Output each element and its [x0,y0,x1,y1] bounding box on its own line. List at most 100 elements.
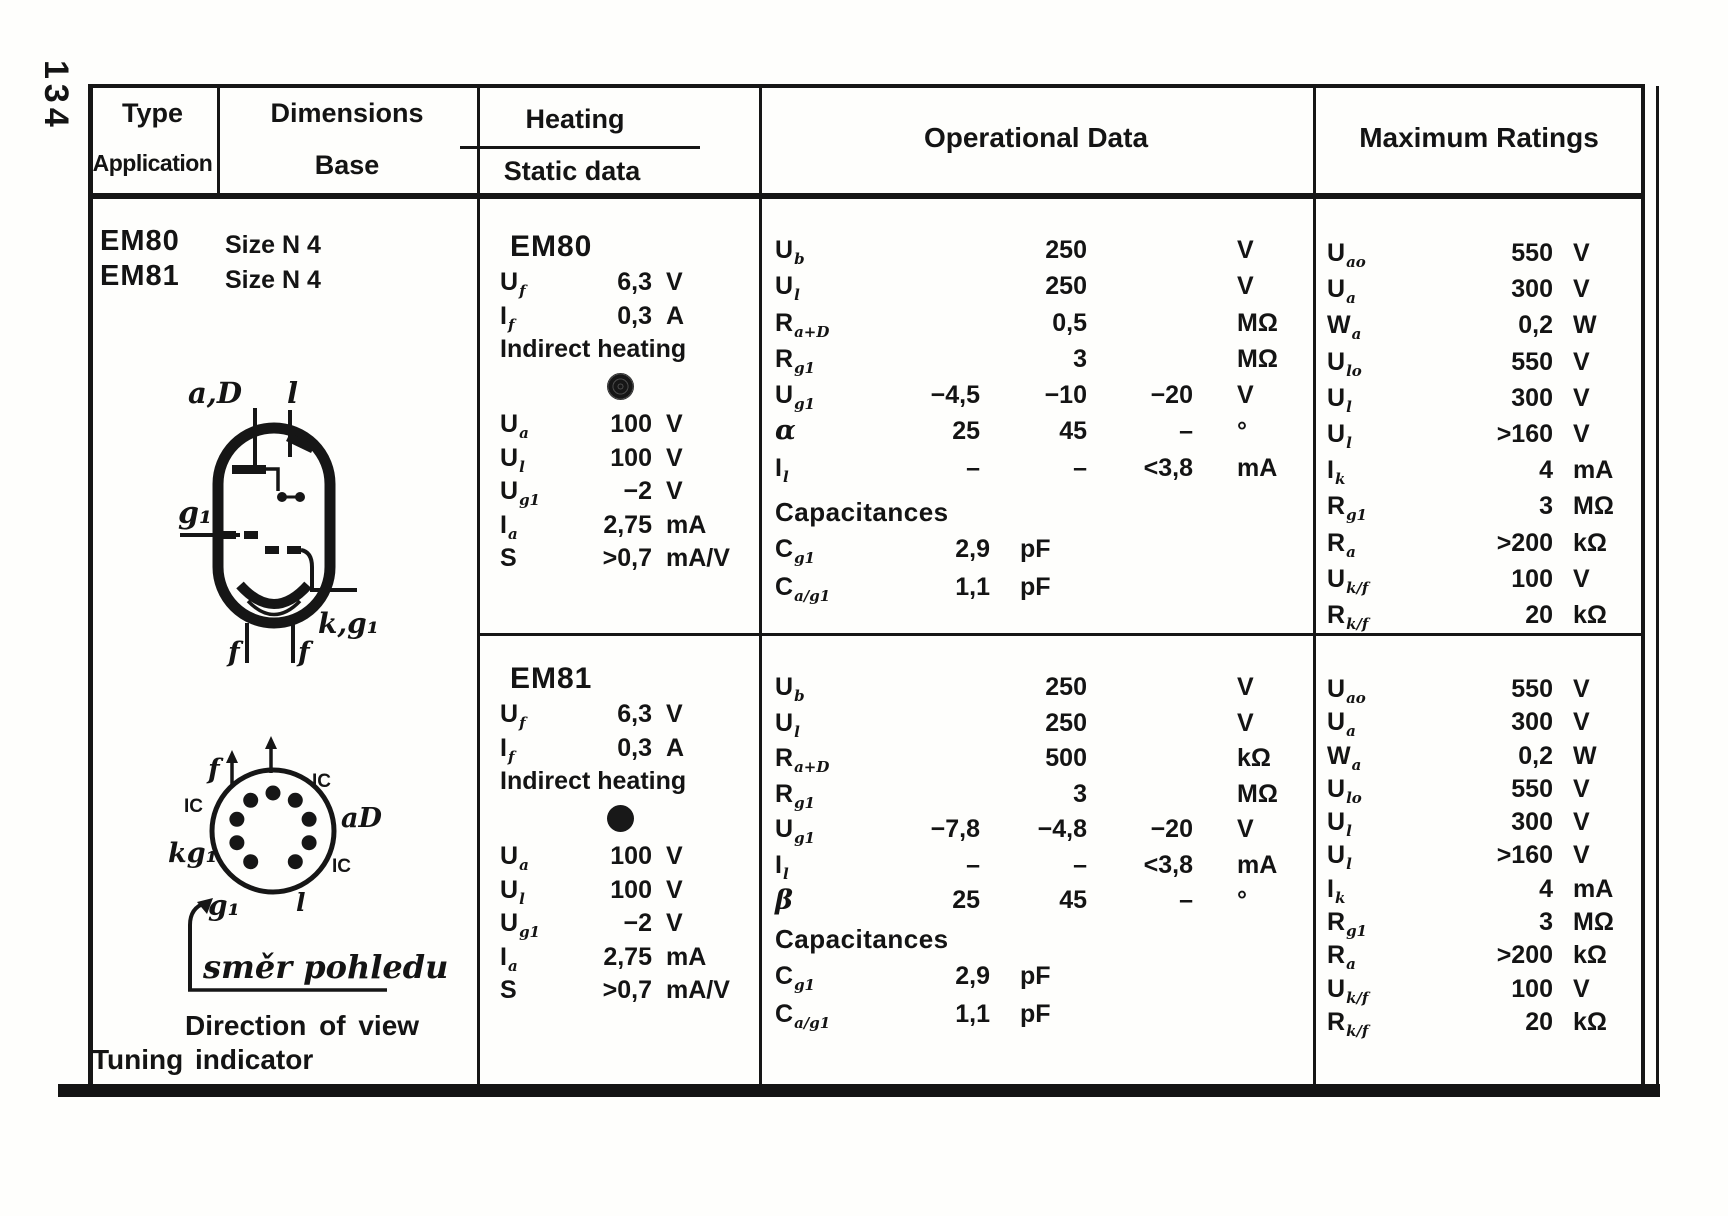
spec-row: Ra >200 kΩ [1327,525,1640,561]
spec-row: Il – – <3,8 mA [775,848,1310,884]
param-value-3: – [1179,417,1193,446]
heating-rows-top: Uf 6,3 V If 0,3 A [500,266,755,334]
param-unit: pF [1020,573,1051,602]
spec-row: Il – – <3,8 mA [775,450,1310,486]
param-unit: MΩ [1573,492,1614,521]
spec-row: Ul 300 V [1327,380,1640,416]
capacitance-rows: Cg1 2,9 pF Ca/g1 1,1 pF [775,957,1310,1033]
divider-heating-operational [759,84,762,1084]
spec-row: Uao 550 V [1327,673,1640,707]
param-label: Ug1 [775,815,815,847]
param-label: Ua [500,410,529,442]
operational-block-em80: Ub 250 V Ul 250 V Ra+D 0, [775,232,1310,606]
param-unit: V [666,410,683,438]
socket-pinout-diagram: f IC IC aD kg₁ IC g₁ l [168,736,382,922]
param-label: Uao [1327,239,1366,271]
param-label: Uf [500,268,526,300]
param-label: Ul [1327,808,1352,841]
param-label: Ua [1327,708,1356,741]
param-unit: A [666,733,685,762]
param-label: Cg1 [775,961,815,994]
spec-row: Ub 250 V [775,232,1310,268]
base-size: Size N 4 [225,266,321,294]
param-label: Il [775,453,789,486]
operational-rows: Ub 250 V Ul 250 V Ra+D 50 [775,670,1310,919]
base-size: Size N 4 [225,231,321,259]
header-application: Application [92,150,213,176]
param-value-3: −20 [1150,815,1193,843]
param-unit: V [1573,841,1590,870]
param-value: >200 [1496,528,1553,557]
param-value-2: −4,8 [1037,815,1087,843]
param-value: 550 [1511,347,1553,376]
param-unit: MΩ [1573,908,1614,937]
spec-row: Uf 6,3 V [500,698,755,732]
indirect-heating-label: Indirect heating [500,767,687,795]
param-label: Ul [1327,841,1352,874]
param-value: 300 [1511,275,1553,304]
spec-row: Rg1 3 MΩ [775,777,1310,813]
param-unit: V [666,842,683,870]
param-label: Ca/g1 [775,573,831,606]
param-unit: mA [1573,456,1614,485]
param-label: Ul [500,443,525,476]
param-unit: V [1237,815,1254,843]
param-value: 300 [1511,808,1553,837]
page-number: 134 [37,60,75,132]
param-value-2: 250 [1045,708,1087,737]
socket-label-ic-left: IC [184,796,203,817]
param-label: Wa [1327,741,1362,774]
param-value-3: <3,8 [1143,850,1193,879]
param-label: Ub [775,673,805,705]
param-value: 100 [1511,974,1553,1003]
param-unit: MΩ [1237,779,1278,808]
param-value: 4 [1539,456,1553,485]
block-title: EM80 [510,230,593,263]
param-value-2: 3 [1073,779,1087,808]
spec-row: Ul 250 V [775,706,1310,742]
param-label: Ulo [1327,774,1362,807]
param-label: Ra+D [775,308,830,341]
spec-row: Ug1 −4,5 −10 −20 V [775,377,1310,413]
param-unit: kΩ [1573,1007,1607,1036]
param-unit: mA [1573,874,1614,903]
divider-dimensions-heating [477,84,480,1084]
param-unit: V [666,268,683,296]
param-value: 100 [610,410,652,438]
spec-row: Ul >160 V [1327,839,1640,873]
header-operational-data: Operational Data [923,122,1149,153]
direction-of-view-annotation: směr pohledu [188,898,448,992]
spec-row: Ul 100 V [500,442,755,476]
param-value-1: 25 [952,886,980,914]
capacitance-rows: Cg1 2,9 pF Ca/g1 1,1 pF [775,530,1310,606]
param-unit: V [1573,347,1590,376]
heater-dot-icon [607,373,634,400]
max-rating-rows: Uao 550 V Ua 300 V Wa 0,2 W Ulo [1327,235,1640,633]
param-value-2: −10 [1044,381,1087,410]
param-value: 2,9 [955,535,990,564]
param-label: Cg1 [775,535,815,568]
operational-block-em81: Ub 250 V Ul 250 V Ra+D 50 [775,670,1310,1033]
param-label: Ug1 [775,381,815,414]
spec-row: Ua 300 V [1327,271,1640,307]
direction-of-view-caption: Direction of view [185,1010,420,1041]
param-label: Rg1 [1327,908,1367,941]
param-unit: mA [666,942,707,971]
param-unit: kΩ [1573,528,1607,557]
param-value: 0,2 [1518,311,1553,340]
param-value-3: −20 [1150,381,1193,410]
tube-outline-diagram: a,D l g₁ k,g₁ f f [178,376,379,668]
param-label: Ua [1327,275,1356,308]
type-name: EM80 [100,225,180,257]
param-unit: MΩ [1237,308,1278,337]
param-value: 3 [1539,908,1553,937]
block-title: EM81 [510,662,593,695]
param-unit: mA [1237,453,1278,482]
param-unit: ° [1237,886,1247,914]
param-value: 4 [1539,874,1553,903]
type-name: EM81 [100,260,180,292]
spec-row: α 25 45 – ° [775,413,1310,449]
spec-row: Ra+D 500 kΩ [775,741,1310,777]
param-value: 20 [1525,600,1553,629]
param-value-3: <3,8 [1143,453,1193,482]
